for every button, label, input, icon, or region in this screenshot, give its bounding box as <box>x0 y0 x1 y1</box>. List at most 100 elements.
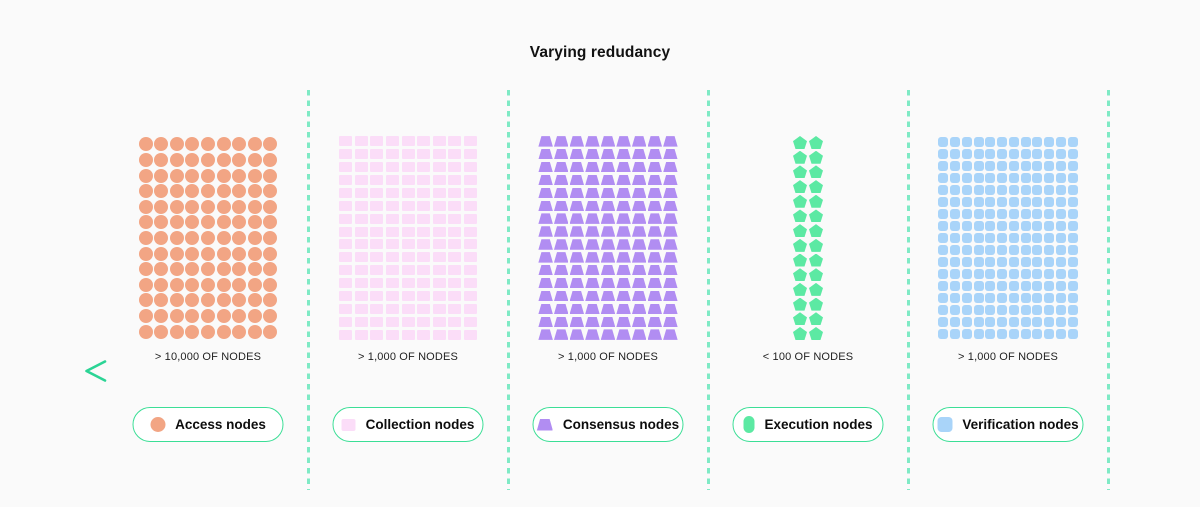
collection-node-shape <box>432 252 446 263</box>
consensus-node-shape <box>569 316 585 328</box>
collection-node-shape <box>401 239 415 250</box>
collection-node-shape <box>385 265 399 276</box>
execution-node-shape <box>809 180 823 194</box>
access-node-shape <box>201 184 215 199</box>
collection-node-shape <box>463 303 477 314</box>
access-node-shape <box>169 262 184 277</box>
consensus-node-shape <box>585 290 600 302</box>
verification-node-shape <box>938 293 949 303</box>
consensus-legend-icon <box>536 418 553 431</box>
access-node-shape <box>201 215 215 230</box>
access-node-shape <box>247 246 262 261</box>
access-node-shape <box>232 308 247 323</box>
access-node-shape <box>247 231 262 245</box>
consensus-node-shape <box>647 148 663 160</box>
verification-node-shape <box>949 245 960 255</box>
access-node-shape <box>138 184 153 199</box>
consensus-node-shape <box>569 136 585 147</box>
verification-node-shape <box>938 305 949 315</box>
collection-node-shape <box>370 200 384 211</box>
verification-node-shape <box>1020 185 1031 195</box>
execution-node-shape <box>793 194 807 208</box>
collection-node-shape <box>463 226 477 237</box>
verification-node-shape <box>1044 317 1055 327</box>
verification-node-shape <box>985 137 996 147</box>
execution-legend-icon <box>743 416 755 433</box>
consensus-node-shape <box>538 239 553 250</box>
access-node-shape <box>263 184 278 199</box>
collection-node-shape <box>339 329 353 340</box>
verification-node-shape <box>1020 161 1031 171</box>
consensus-node-shape <box>616 174 631 186</box>
access-node-shape <box>232 277 247 292</box>
execution-legend-pill[interactable]: Execution nodes <box>732 407 884 442</box>
execution-node-shape <box>809 224 823 238</box>
consensus-node-shape <box>600 329 616 340</box>
access-node-shape <box>216 199 231 214</box>
verification-node-shape <box>938 221 949 231</box>
collection-node-shape <box>432 329 446 340</box>
verification-node-shape <box>997 149 1008 159</box>
collection-legend-pill[interactable]: Collection nodes <box>332 407 484 442</box>
verification-node-shape <box>973 161 984 171</box>
access-node-shape <box>169 153 184 168</box>
collection-node-shape <box>370 252 384 263</box>
verification-node-shape <box>1032 281 1043 291</box>
collection-node-shape <box>401 303 415 314</box>
consensus-node-shape <box>569 290 585 302</box>
consensus-node-shape <box>538 174 553 186</box>
verification-node-shape <box>985 149 996 159</box>
execution-node-shape <box>793 238 807 252</box>
verification-node-shape <box>1020 233 1031 243</box>
collection-node-shape <box>417 187 431 198</box>
collection-node-shape <box>448 213 462 224</box>
access-node-shape <box>169 293 184 308</box>
verification-node-shape <box>997 209 1008 219</box>
collection-node-shape <box>448 187 462 198</box>
collection-node-shape <box>354 291 368 301</box>
verification-node-shape <box>949 137 960 147</box>
access-node-shape <box>216 277 231 292</box>
access-node-shape <box>185 184 200 199</box>
verification-node-shape <box>1056 245 1067 255</box>
verification-node-shape <box>1044 257 1055 267</box>
dashed-divider <box>907 90 910 490</box>
verification-node-shape <box>961 269 972 279</box>
collection-node-shape <box>339 187 353 198</box>
access-node-shape <box>232 153 247 168</box>
consensus-node-shape <box>631 200 647 212</box>
verification-node-shape <box>973 257 984 267</box>
consensus-node-shape <box>600 290 616 302</box>
access-node-shape <box>169 168 184 183</box>
collection-node-shape <box>448 226 462 237</box>
verification-node-shape <box>1032 317 1043 327</box>
access-node-shape <box>201 308 215 323</box>
collection-node-shape <box>448 329 462 340</box>
verification-node-shape <box>938 137 949 147</box>
collection-node-shape <box>463 329 477 340</box>
verification-node-shape <box>997 269 1008 279</box>
access-node-shape <box>185 153 200 168</box>
verification-node-shape <box>1008 221 1019 231</box>
consensus-node-shape <box>616 187 631 199</box>
consensus-node-shape <box>538 148 553 160</box>
access-node-shape <box>247 168 262 183</box>
verification-node-shape <box>1020 329 1031 339</box>
consensus-legend-pill[interactable]: Consensus nodes <box>532 407 684 442</box>
verification-node-shape <box>1032 209 1043 219</box>
consensus-node-shape <box>569 277 585 289</box>
access-node-shape <box>138 168 153 183</box>
collection-node-shape <box>401 162 415 173</box>
verification-node-shape <box>949 305 960 315</box>
consensus-node-shape <box>585 239 600 250</box>
verification-legend-pill[interactable]: Verification nodes <box>932 407 1084 442</box>
verification-node-shape <box>1067 149 1078 159</box>
verification-node-shape <box>1044 161 1055 171</box>
consensus-node-shape <box>631 239 647 250</box>
verification-node-shape <box>985 233 996 243</box>
collection-node-shape <box>354 278 368 289</box>
collection-node-shape <box>432 174 446 185</box>
access-legend-pill[interactable]: Access nodes <box>132 407 284 442</box>
verification-node-shape <box>949 293 960 303</box>
consensus-node-shape <box>631 213 647 224</box>
